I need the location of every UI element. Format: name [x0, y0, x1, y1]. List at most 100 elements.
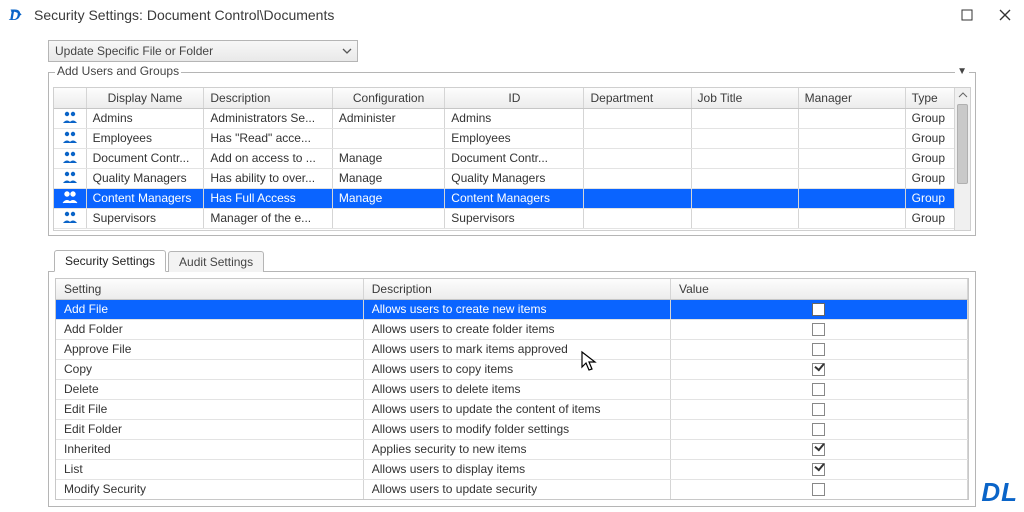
- users-col-header[interactable]: Display Name: [86, 88, 204, 108]
- cell-desc: Has "Read" acce...: [204, 128, 332, 148]
- settings-row[interactable]: ListAllows users to display items: [56, 459, 968, 479]
- cell-display: Admins: [86, 108, 204, 128]
- users-col-header[interactable]: ID: [445, 88, 584, 108]
- setting-name: Inherited: [56, 439, 363, 459]
- setting-value[interactable]: [670, 479, 967, 499]
- users-col-header[interactable]: Configuration: [332, 88, 444, 108]
- settings-row[interactable]: InheritedApplies security to new items: [56, 439, 968, 459]
- update-mode-dropdown[interactable]: Update Specific File or Folder: [48, 40, 358, 62]
- settings-panel: SettingDescriptionValue Add FileAllows u…: [48, 272, 976, 507]
- setting-description: Allows users to update the content of it…: [363, 399, 670, 419]
- checkbox[interactable]: [812, 363, 825, 376]
- setting-value[interactable]: [670, 439, 967, 459]
- cell-mgr: [798, 128, 905, 148]
- users-col-header[interactable]: Manager: [798, 88, 905, 108]
- setting-value[interactable]: [670, 339, 967, 359]
- cell-job: [691, 208, 798, 228]
- setting-value[interactable]: [670, 459, 967, 479]
- cell-id: Document Contr...: [445, 148, 584, 168]
- group-icon: [54, 168, 86, 188]
- setting-description: Applies security to new items: [363, 439, 670, 459]
- scroll-thumb[interactable]: [957, 104, 968, 184]
- cell-config: Manage: [332, 188, 444, 208]
- users-row[interactable]: EmployeesHas "Read" acce...EmployeesGrou…: [54, 128, 970, 148]
- setting-value[interactable]: [670, 399, 967, 419]
- settings-row[interactable]: Modify SecurityAllows users to update se…: [56, 479, 968, 499]
- setting-value[interactable]: [670, 319, 967, 339]
- cell-id: Employees: [445, 128, 584, 148]
- settings-col-header[interactable]: Value: [670, 279, 967, 299]
- users-groups-grid[interactable]: Display NameDescriptionConfigurationIDDe…: [53, 87, 971, 231]
- users-col-header[interactable]: Department: [584, 88, 691, 108]
- users-row[interactable]: Content ManagersHas Full AccessManageCon…: [54, 188, 970, 208]
- tab-security-settings[interactable]: Security Settings: [54, 250, 166, 272]
- settings-col-header[interactable]: Description: [363, 279, 670, 299]
- checkbox[interactable]: [812, 463, 825, 476]
- setting-name: Edit Folder: [56, 419, 363, 439]
- settings-row[interactable]: CopyAllows users to copy items: [56, 359, 968, 379]
- setting-value[interactable]: [670, 299, 967, 319]
- setting-name: Add Folder: [56, 319, 363, 339]
- users-row[interactable]: Quality ManagersHas ability to over...Ma…: [54, 168, 970, 188]
- cell-job: [691, 148, 798, 168]
- checkbox[interactable]: [812, 403, 825, 416]
- group-icon: [54, 208, 86, 228]
- cell-display: Content Managers: [86, 188, 204, 208]
- cell-mgr: [798, 208, 905, 228]
- setting-description: Allows users to update security: [363, 479, 670, 499]
- close-icon[interactable]: [998, 8, 1012, 22]
- cell-mgr: [798, 188, 905, 208]
- settings-row[interactable]: Approve FileAllows users to mark items a…: [56, 339, 968, 359]
- tab-audit-settings[interactable]: Audit Settings: [168, 251, 264, 272]
- users-col-header[interactable]: Job Title: [691, 88, 798, 108]
- users-row[interactable]: Document Contr...Add on access to ...Man…: [54, 148, 970, 168]
- cell-dept: [584, 148, 691, 168]
- cell-mgr: [798, 108, 905, 128]
- group-icon: [54, 108, 86, 128]
- setting-name: Add File: [56, 299, 363, 319]
- settings-row[interactable]: Add FileAllows users to create new items: [56, 299, 968, 319]
- group-icon: [54, 128, 86, 148]
- settings-row[interactable]: Add FolderAllows users to create folder …: [56, 319, 968, 339]
- cell-id: Content Managers: [445, 188, 584, 208]
- cell-dept: [584, 168, 691, 188]
- settings-row[interactable]: Edit FileAllows users to update the cont…: [56, 399, 968, 419]
- cell-job: [691, 188, 798, 208]
- checkbox[interactable]: [812, 443, 825, 456]
- users-col-header[interactable]: Description: [204, 88, 332, 108]
- setting-value[interactable]: [670, 379, 967, 399]
- cell-job: [691, 108, 798, 128]
- chevron-down-icon: [341, 45, 353, 60]
- setting-value[interactable]: [670, 359, 967, 379]
- maximize-icon[interactable]: [960, 8, 974, 22]
- users-row[interactable]: AdminsAdministrators Se...AdministerAdmi…: [54, 108, 970, 128]
- checkbox[interactable]: [812, 383, 825, 396]
- users-scrollbar[interactable]: [954, 88, 970, 230]
- setting-value[interactable]: [670, 419, 967, 439]
- users-row[interactable]: SupervisorsManager of the e...Supervisor…: [54, 208, 970, 228]
- setting-name: Delete: [56, 379, 363, 399]
- settings-row[interactable]: DeleteAllows users to delete items: [56, 379, 968, 399]
- scroll-up-icon[interactable]: [955, 88, 970, 102]
- cell-config: [332, 208, 444, 228]
- checkbox[interactable]: [812, 343, 825, 356]
- settings-row[interactable]: Edit FolderAllows users to modify folder…: [56, 419, 968, 439]
- settings-grid[interactable]: SettingDescriptionValue Add FileAllows u…: [55, 278, 969, 500]
- group-icon: [54, 148, 86, 168]
- cell-display: Document Contr...: [86, 148, 204, 168]
- setting-description: Allows users to mark items approved: [363, 339, 670, 359]
- checkbox[interactable]: [812, 483, 825, 496]
- cell-id: Supervisors: [445, 208, 584, 228]
- users-col-header[interactable]: [54, 88, 86, 108]
- cell-mgr: [798, 168, 905, 188]
- panel-collapse-icon[interactable]: ▼: [955, 66, 969, 77]
- app-logo-icon: D: [8, 6, 26, 24]
- cell-desc: Administrators Se...: [204, 108, 332, 128]
- cell-dept: [584, 188, 691, 208]
- settings-col-header[interactable]: Setting: [56, 279, 363, 299]
- checkbox[interactable]: [812, 303, 825, 316]
- settings-tabs: Security SettingsAudit Settings: [48, 250, 976, 272]
- users-groups-panel: Add Users and Groups ▼ Display NameDescr…: [48, 72, 976, 236]
- checkbox[interactable]: [812, 323, 825, 336]
- checkbox[interactable]: [812, 423, 825, 436]
